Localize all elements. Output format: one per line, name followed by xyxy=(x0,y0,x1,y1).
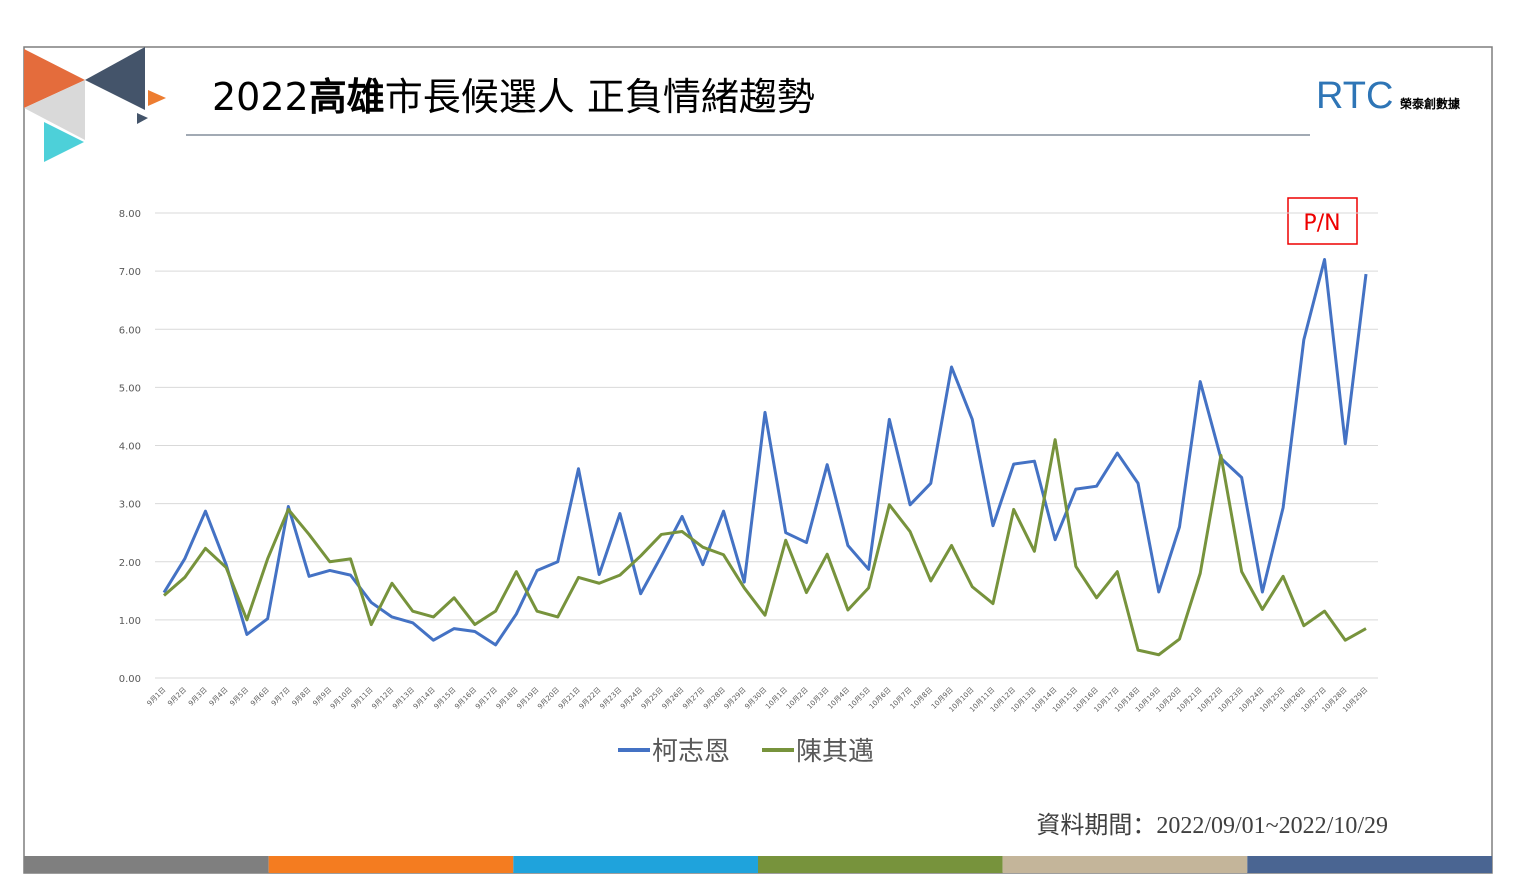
deco xyxy=(24,80,85,140)
y-tick-label: 5.00 xyxy=(119,383,141,394)
footer-note: 資料期間：2022/09/01~2022/10/29 xyxy=(1036,812,1388,839)
title-part: 2022 xyxy=(212,75,309,119)
band-segment xyxy=(513,856,758,873)
annotation: P/N xyxy=(1303,211,1340,236)
title: 2022高雄市長候選人 正負情緒趨勢 xyxy=(212,75,815,119)
series-line xyxy=(162,258,1368,647)
y-tick-label: 8.00 xyxy=(119,209,141,220)
deco xyxy=(24,49,85,108)
series-line xyxy=(163,438,1367,657)
color-band xyxy=(24,856,1492,873)
legend-label: 柯志恩 xyxy=(652,737,730,767)
y-tick-label: 2.00 xyxy=(119,558,141,569)
deco xyxy=(137,113,148,124)
band-segment xyxy=(1002,856,1248,873)
y-tick-label: 3.00 xyxy=(119,500,141,511)
y-tick-label: 0.00 xyxy=(119,674,141,685)
y-tick-label: 7.00 xyxy=(119,267,141,278)
title-part: 高雄 xyxy=(309,75,385,119)
y-tick-label: 1.00 xyxy=(119,616,141,627)
band-segment xyxy=(758,856,1003,873)
legend-label: 陳其邁 xyxy=(796,737,874,767)
annotation-box xyxy=(1287,197,1358,245)
band-segment xyxy=(268,856,514,873)
logo-mark: RTC xyxy=(1316,75,1393,117)
band-segment xyxy=(1247,856,1492,873)
y-tick-label: 4.00 xyxy=(119,442,141,453)
deco xyxy=(44,122,84,162)
logo-name: 榮泰創數據 xyxy=(1400,96,1461,111)
band-segment xyxy=(24,856,269,873)
y-tick-label: 6.00 xyxy=(119,325,141,336)
title-part: 市長候選人 正負情緒趨勢 xyxy=(385,75,815,119)
deco xyxy=(148,90,166,106)
deco xyxy=(85,47,145,110)
